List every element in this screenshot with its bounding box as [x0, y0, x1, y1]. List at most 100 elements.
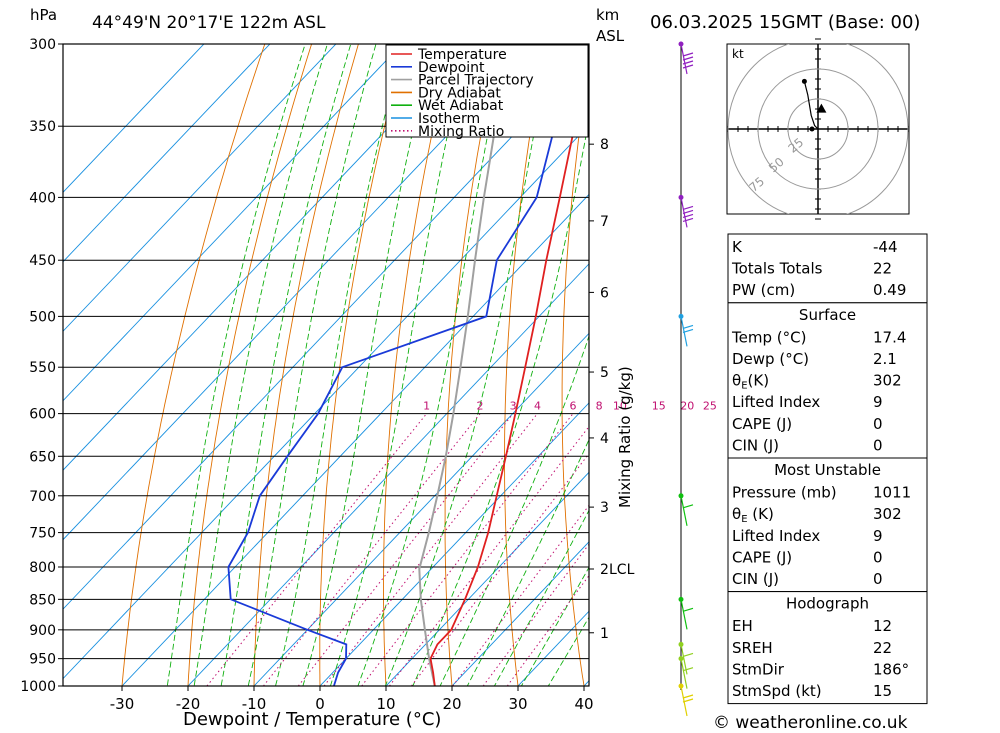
hodograph-trace: [803, 81, 819, 130]
mixing-ratio-line: [297, 413, 514, 686]
mixing-ratio-label: 4: [534, 400, 541, 413]
hodograph-point: [801, 78, 807, 84]
pressure-tick-label: 400: [29, 190, 56, 206]
height-unit-label: km: [596, 6, 619, 24]
background-lines: [63, 7, 1000, 712]
height-tick-label: 2: [600, 562, 609, 578]
x-tick-label: 0: [315, 695, 325, 713]
x-tick-label: -20: [176, 695, 201, 713]
mixing-ratio-label: 2: [477, 400, 484, 413]
temperature-axis: -30 -20 -10 0 10 20 30 40: [110, 686, 594, 713]
hodograph-indices-box-title: Hodograph: [786, 595, 869, 613]
index-value: 0.49: [873, 281, 906, 299]
mixing-ratio-line: [361, 413, 574, 686]
pressure-tick-label: 350: [29, 119, 56, 135]
index-label: K: [732, 238, 743, 256]
index-label: PW (cm): [732, 281, 795, 299]
index-value: -44: [873, 238, 898, 256]
index-label: SREH: [732, 639, 773, 657]
wet-adiabat-line: [466, 438, 589, 686]
pressure-tick-label: 500: [29, 309, 56, 325]
index-label: StmDir: [732, 660, 785, 678]
dry-adiabat-line: [187, 44, 313, 686]
height-axis: 8 7 6 5 4 3 2 1 LCL: [589, 137, 635, 642]
legend-entry: Dry Adiabat: [418, 85, 501, 101]
height-unit-label-asl: ASL: [596, 27, 625, 45]
height-tick-label: 8: [600, 137, 609, 153]
index-value: 17.4: [873, 328, 906, 346]
isotherm-line: [385, 471, 589, 686]
wind-profile: [678, 41, 694, 717]
wind-barb: [680, 599, 694, 630]
pressure-tick-label: 700: [29, 489, 56, 505]
x-tick-label: -30: [110, 695, 135, 713]
mixing-ratio-label: 10: [613, 400, 627, 413]
wind-barb: [680, 495, 694, 526]
legend-entry: Temperature: [417, 47, 507, 63]
isotherm-line: [63, 44, 205, 193]
index-label: CIN (J): [732, 436, 779, 454]
x-tick-label: 10: [376, 695, 395, 713]
hodograph-unit: kt: [732, 47, 744, 61]
dry-adiabat-line: [319, 44, 406, 686]
mixing-ratio-label: 15: [652, 400, 666, 413]
index-label: CIN (J): [732, 570, 779, 588]
legend-entry: Dewpoint: [418, 60, 485, 76]
pressure-axis: 300 350 400 450 500 550 600 650 700 750 800 850 900 9…: [20, 37, 63, 695]
dry-adiabat-line: [920, 7, 1000, 712]
legend-entry: Wet Adiabat: [418, 98, 504, 114]
index-label: Temp (°C): [731, 328, 806, 346]
index-value: 0: [873, 570, 883, 588]
isotherm-line: [121, 193, 589, 686]
height-tick-label: 1: [600, 626, 609, 642]
legend-entry: Mixing Ratio: [418, 124, 504, 140]
dry-adiabat-line: [966, 7, 1000, 712]
index-label: Pressure (mb): [732, 484, 837, 502]
pressure-tick-label: 950: [29, 652, 56, 668]
isotherm-line: [451, 541, 589, 686]
index-label: EH: [732, 617, 753, 635]
index-label: Lifted Index: [732, 393, 820, 411]
mixing-ratio-label: 25: [703, 400, 717, 413]
wet-adiabat-line: [357, 44, 507, 686]
wet-adiabat-line: [247, 44, 377, 686]
parcel-trajectory-curve: [418, 44, 512, 686]
wet-adiabat-line: [166, 44, 306, 686]
index-value: 0: [873, 436, 883, 454]
hodograph-point: [809, 126, 815, 132]
pressure-tick-label: 750: [29, 526, 56, 542]
index-value: 12: [873, 617, 892, 635]
index-value: 15: [873, 682, 892, 700]
x-axis-label: Dewpoint / Temperature (°C): [183, 709, 441, 730]
isotherm-line: [187, 263, 589, 686]
index-value: 22: [873, 639, 892, 657]
index-label: CAPE (J): [732, 415, 792, 433]
hodograph-ring: [757, 68, 879, 190]
legend-entry: Isotherm: [418, 111, 480, 127]
pressure-tick-label: 300: [29, 37, 56, 53]
index-label: StmSpd (kt): [732, 682, 822, 700]
dry-adiabat-line: [618, 7, 655, 712]
isotherm-line: [319, 402, 589, 686]
wind-barb: [680, 658, 694, 689]
dry-adiabat-line: [444, 44, 500, 686]
location-title: 44°49'N 20°17'E 122m ASL: [92, 13, 326, 33]
pressure-unit-label: hPa: [30, 6, 57, 24]
wet-adiabat-line: [193, 44, 328, 686]
most-unstable-box-title: Most Unstable: [774, 461, 881, 479]
mixing-ratio-line: [482, 543, 589, 686]
hodograph-indices-box: [727, 591, 928, 705]
wet-adiabat-line: [275, 44, 404, 686]
mixing-ratio-label: 6: [569, 400, 576, 413]
wet-adiabat-line: [220, 44, 352, 686]
index-value: 2.1: [873, 350, 897, 368]
wind-barb: [680, 43, 694, 75]
pressure-tick-label: 600: [29, 407, 56, 423]
index-value: 9: [873, 527, 883, 545]
mixing-ratio-label: 8: [596, 400, 603, 413]
mixing-ratio-label: 20: [680, 400, 694, 413]
dry-adiabat-line: [561, 61, 589, 686]
height-tick-label: 3: [600, 500, 609, 516]
